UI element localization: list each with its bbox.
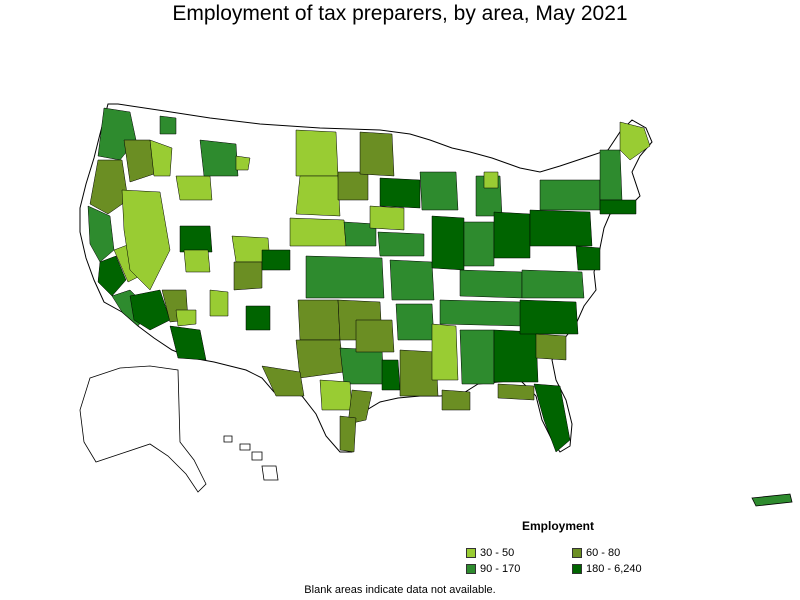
legend-swatch — [466, 548, 476, 558]
puerto-rico — [751, 493, 793, 507]
footnote: Blank areas indicate data not available. — [304, 584, 496, 596]
map-title: Employment of tax preparers, by area, Ma… — [172, 2, 628, 25]
legend-swatch — [572, 564, 582, 574]
legend-label: 30 - 50 — [480, 547, 515, 559]
legend-label: 60 - 80 — [586, 547, 621, 559]
hawaii-islands — [223, 435, 279, 481]
legend-title: Employment — [522, 519, 595, 533]
legend-label: 180 - 6,240 — [586, 563, 642, 575]
legend-item-90-170: 90 - 170 — [466, 563, 520, 575]
legend-swatch — [466, 564, 476, 574]
legend-item-180-6240: 180 - 6,240 — [572, 563, 642, 575]
map-regions — [87, 107, 651, 453]
legend-item-30-50: 30 - 50 — [466, 547, 514, 559]
legend-label: 90 - 170 — [480, 563, 521, 575]
legend-swatch — [572, 548, 582, 558]
alaska-outline — [79, 365, 207, 493]
legend-item-60-80: 60 - 80 — [572, 547, 620, 559]
